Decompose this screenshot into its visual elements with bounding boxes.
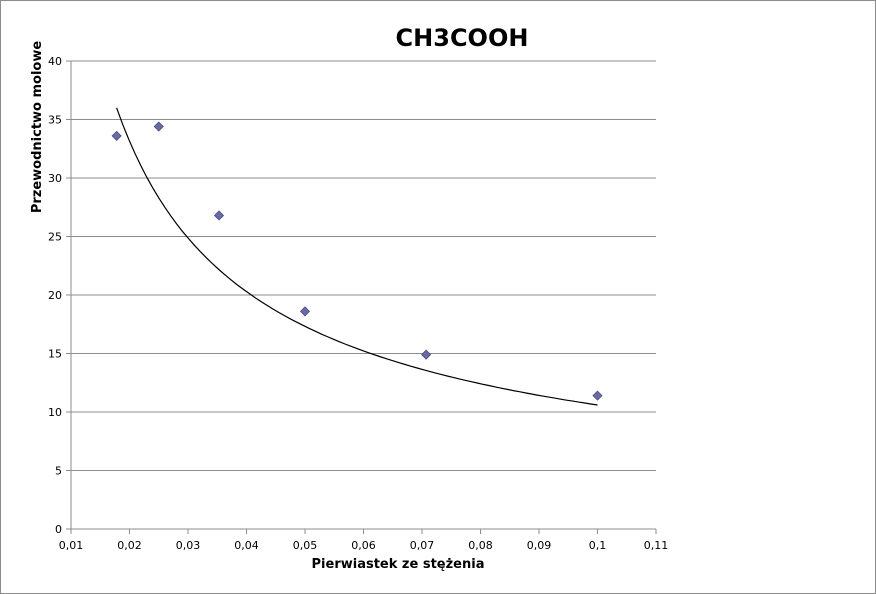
- x-tick-label: 0,02: [117, 539, 142, 552]
- x-tick-label: 0,07: [410, 539, 435, 552]
- y-axis-title: Przewodnictwo molowe: [30, 41, 45, 214]
- data-point: [153, 121, 164, 132]
- x-tick-label: 0,1: [589, 539, 607, 552]
- x-tick-label: 0,11: [644, 539, 669, 552]
- data-point: [299, 306, 311, 317]
- x-tick-label: 0,08: [468, 539, 493, 552]
- y-tick-label: 15: [48, 348, 62, 361]
- x-tick-label: 0,01: [59, 539, 84, 552]
- y-tick-label: 35: [48, 114, 62, 127]
- y-tick-label: 25: [48, 231, 62, 244]
- y-tick-label: 5: [55, 465, 62, 478]
- data-point: [111, 130, 122, 141]
- x-tick-label: 0,03: [176, 539, 201, 552]
- data-point: [421, 349, 432, 360]
- data-point: [213, 210, 225, 221]
- trendline: [116, 107, 598, 406]
- x-tick-label: 0,09: [527, 539, 552, 552]
- y-tick-label: 40: [48, 55, 62, 68]
- x-tick-label: 0,04: [234, 539, 259, 552]
- y-axis-ticks: 0 5 10 15 20 25 30 35 40: [48, 55, 71, 536]
- y-tick-label: 0: [55, 523, 62, 536]
- y-tick-label: 10: [48, 406, 62, 419]
- data-points: [111, 121, 603, 401]
- trendline-group: [116, 107, 598, 406]
- data-point: [592, 390, 603, 401]
- x-axis-ticks: 0,01 0,02 0,03 0,04 0,05 0,06 0,07 0,08 0,09 0,1 0…: [59, 529, 669, 552]
- y-tick-label: 20: [48, 289, 62, 302]
- x-axis-title: Pierwiastek ze stężenia: [312, 557, 485, 572]
- y-tick-label: 30: [48, 172, 62, 185]
- x-tick-label: 0,06: [351, 539, 376, 552]
- gridlines: [71, 60, 656, 471]
- x-tick-label: 0,05: [293, 539, 318, 552]
- chart-title: CH3COOH: [396, 24, 529, 52]
